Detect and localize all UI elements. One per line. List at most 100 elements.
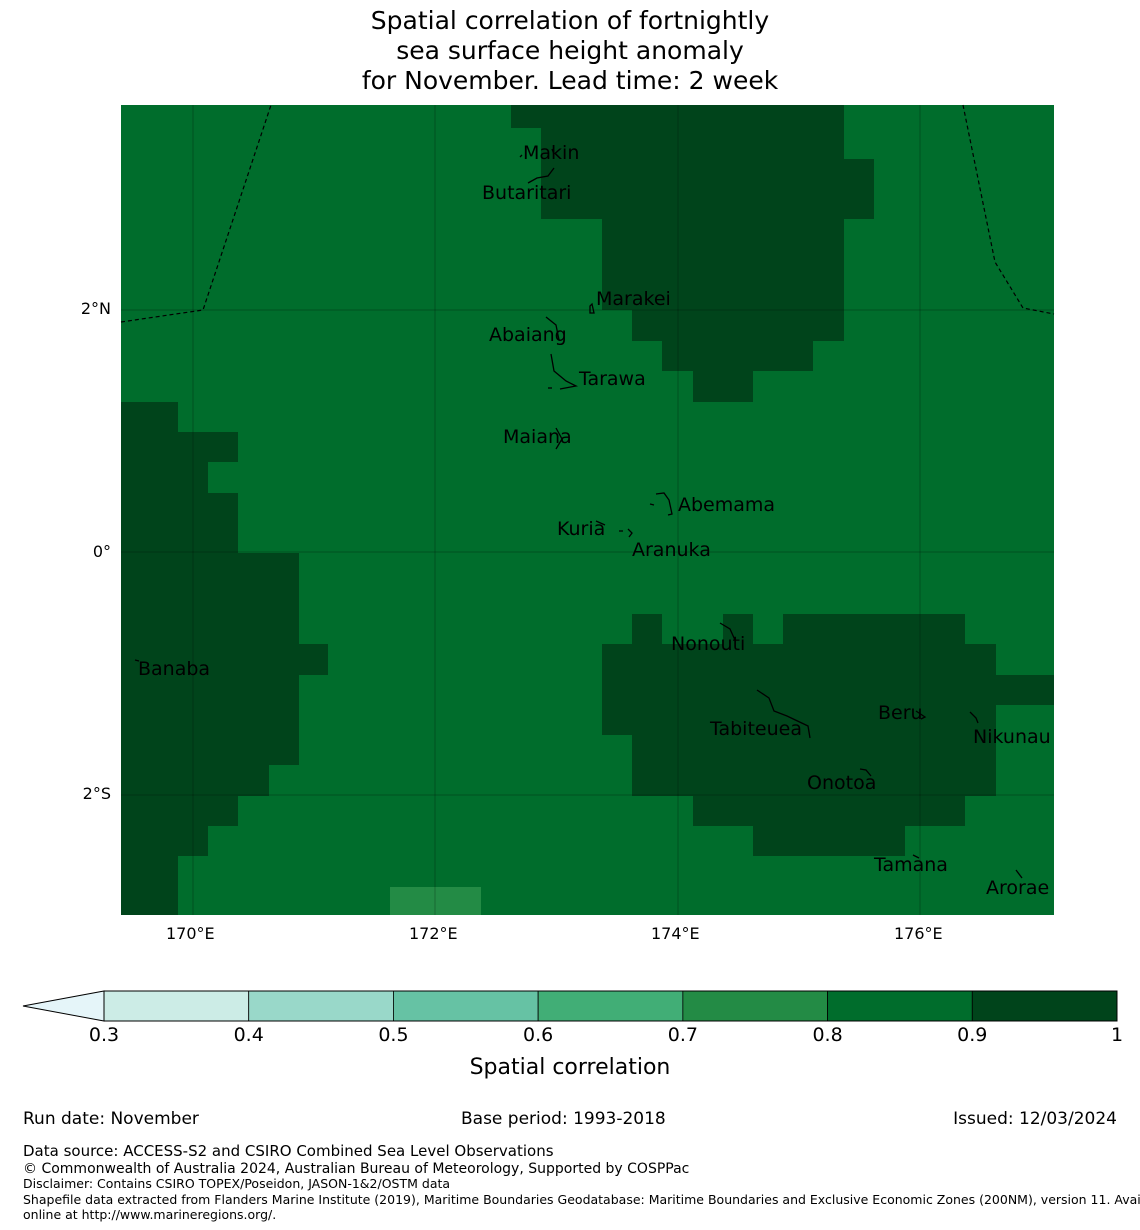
island-banaba — [134, 659, 140, 662]
correlation-cell-0.9 — [602, 705, 996, 735]
colorbar-tick-label: 0.7 — [667, 1024, 698, 1046]
correlation-cell-0.9 — [693, 371, 753, 402]
correlation-cell-0.9 — [178, 826, 208, 856]
title-line-3: for November. Lead time: 2 week — [361, 66, 779, 95]
island-abemama-b — [649, 503, 655, 506]
colorbar-extend-arrow-outline — [22, 990, 105, 1022]
place-label-abemama: Abemama — [678, 494, 775, 516]
place-label-nonouti: Nonouti — [671, 633, 745, 655]
y-tick-2n: 2°N — [80, 299, 111, 318]
correlation-cell-0.9 — [178, 553, 299, 765]
colorbar-segments — [23, 990, 1118, 1022]
colorbar-segment — [971, 990, 1118, 1022]
place-label-kuria: Kuria — [557, 518, 605, 540]
correlation-cell-0.9 — [511, 105, 844, 128]
colorbar-segment — [537, 990, 684, 1022]
island-marakei — [589, 302, 595, 314]
colorbar-tick-label: 0.3 — [88, 1024, 120, 1046]
colorbar-tick-label: 0.9 — [957, 1024, 988, 1046]
place-label-aranuka: Aranuka — [632, 539, 711, 561]
correlation-cell-0.9 — [571, 189, 874, 219]
island-aranuka — [619, 528, 633, 538]
island-abemama — [655, 492, 673, 516]
colorbar-tick-label: 1 — [1110, 1024, 1124, 1046]
correlation-cell-0.9 — [298, 644, 328, 675]
correlation-cell-0.9 — [693, 796, 965, 826]
eez-boundaries — [120, 104, 1055, 323]
copyright: © Commonwealth of Australia 2024, Austra… — [23, 1161, 690, 1177]
data-source: Data source: ACCESS-S2 and CSIRO Combine… — [23, 1142, 554, 1160]
map-gridlines — [121, 105, 1054, 915]
correlation-cell-0.9 — [723, 614, 753, 645]
colorbar-frame — [103, 990, 1118, 1022]
island-makin-b — [551, 148, 555, 155]
island-outlines — [134, 148, 1023, 879]
correlation-cell-0.9 — [632, 735, 996, 796]
island-tamana — [912, 854, 920, 859]
colorbar-extend-arrow — [23, 991, 104, 1021]
correlation-cell-0.9 — [178, 432, 238, 462]
correlation-cell-0.9 — [753, 826, 905, 856]
place-label-tabiteuea: Tabiteuea — [709, 718, 802, 740]
correlation-cell-0.9 — [996, 675, 1054, 705]
colorbar-segment — [103, 990, 250, 1022]
correlation-cell-0.9 — [783, 614, 965, 645]
x-tick-176e: 176°E — [894, 924, 943, 943]
colorbar-tick-label: 0.6 — [523, 1024, 554, 1046]
shapefile-credit: Shapefile data extracted from Flanders M… — [23, 1192, 1140, 1222]
place-label-banaba: Banaba — [138, 658, 210, 680]
island-nonouti — [719, 622, 736, 641]
correlation-cell-0.9 — [178, 765, 269, 796]
shapefile-credit-line-2: online at http://www.marineregions.org/. — [23, 1207, 277, 1222]
x-tick-172e: 172°E — [409, 924, 458, 943]
place-label-tarawa: Tarawa — [578, 368, 646, 390]
x-tick-170e: 170°E — [166, 924, 215, 943]
shapefile-credit-line-1: Shapefile data extracted from Flanders M… — [23, 1192, 1140, 1207]
island-kuria — [595, 520, 606, 526]
disclaimer: Disclaimer: Contains CSIRO TOPEX/Poseido… — [23, 1176, 451, 1191]
title-line-2: sea surface height anomaly — [396, 36, 744, 65]
correlation-cell-0.9 — [121, 402, 178, 915]
y-tick-2s: 2°S — [82, 784, 111, 803]
correlation-map: Makin Butaritari Marakei Abaiang Tarawa Maian… — [120, 104, 1055, 915]
place-label-arorae: Arorae — [986, 877, 1049, 899]
island-makin-a — [519, 154, 523, 158]
title-line-1: Spatial correlation of fortnightly — [370, 6, 770, 35]
correlation-cell-0.7 — [390, 887, 481, 915]
colorbar-tick-label: 0.8 — [812, 1024, 843, 1046]
island-nikunau — [969, 711, 979, 724]
island-tabiteuea — [756, 689, 811, 739]
eez-boundary-west — [120, 104, 272, 323]
island-maiana — [555, 427, 563, 450]
island-abaiang — [545, 316, 560, 341]
colorbar-segment — [682, 990, 828, 1022]
island-onotoa — [859, 768, 872, 777]
island-beru — [915, 710, 927, 720]
eez-boundary-east — [962, 104, 1055, 315]
colorbar-segment — [393, 990, 539, 1022]
correlation-cell-0.9 — [602, 219, 844, 310]
place-label-maiana: Maiana — [503, 426, 572, 448]
correlation-cell-0.9 — [148, 856, 178, 887]
correlation-cell-0.9 — [662, 341, 813, 371]
correlation-cells — [121, 105, 1054, 915]
colorbar-segment — [248, 990, 394, 1022]
island-arorae — [1015, 869, 1023, 879]
correlation-cell-0.9 — [541, 128, 844, 159]
y-tick-0: 0° — [92, 542, 111, 561]
colorbar-title: Spatial correlation — [469, 1055, 671, 1080]
correlation-cell-0.9 — [208, 493, 238, 553]
chart-title: Spatial correlation of fortnightly sea s… — [0, 6, 1140, 96]
place-label-butaritari: Butaritari — [482, 182, 571, 204]
x-tick-174e: 174°E — [651, 924, 700, 943]
run-date: Run date: November — [23, 1109, 199, 1129]
place-label-nikunau: Nikunau — [973, 726, 1051, 748]
correlation-cell-0.9 — [602, 644, 996, 705]
colorbar-tick-label: 0.5 — [378, 1024, 409, 1046]
correlation-cell-0.9 — [632, 310, 844, 341]
place-label-beru: Beru — [878, 702, 923, 724]
place-label-tamana: Tamana — [873, 854, 948, 876]
island-tarawa — [550, 353, 579, 390]
base-period: Base period: 1993-2018 — [461, 1109, 666, 1129]
place-label-marakei: Marakei — [596, 288, 671, 310]
